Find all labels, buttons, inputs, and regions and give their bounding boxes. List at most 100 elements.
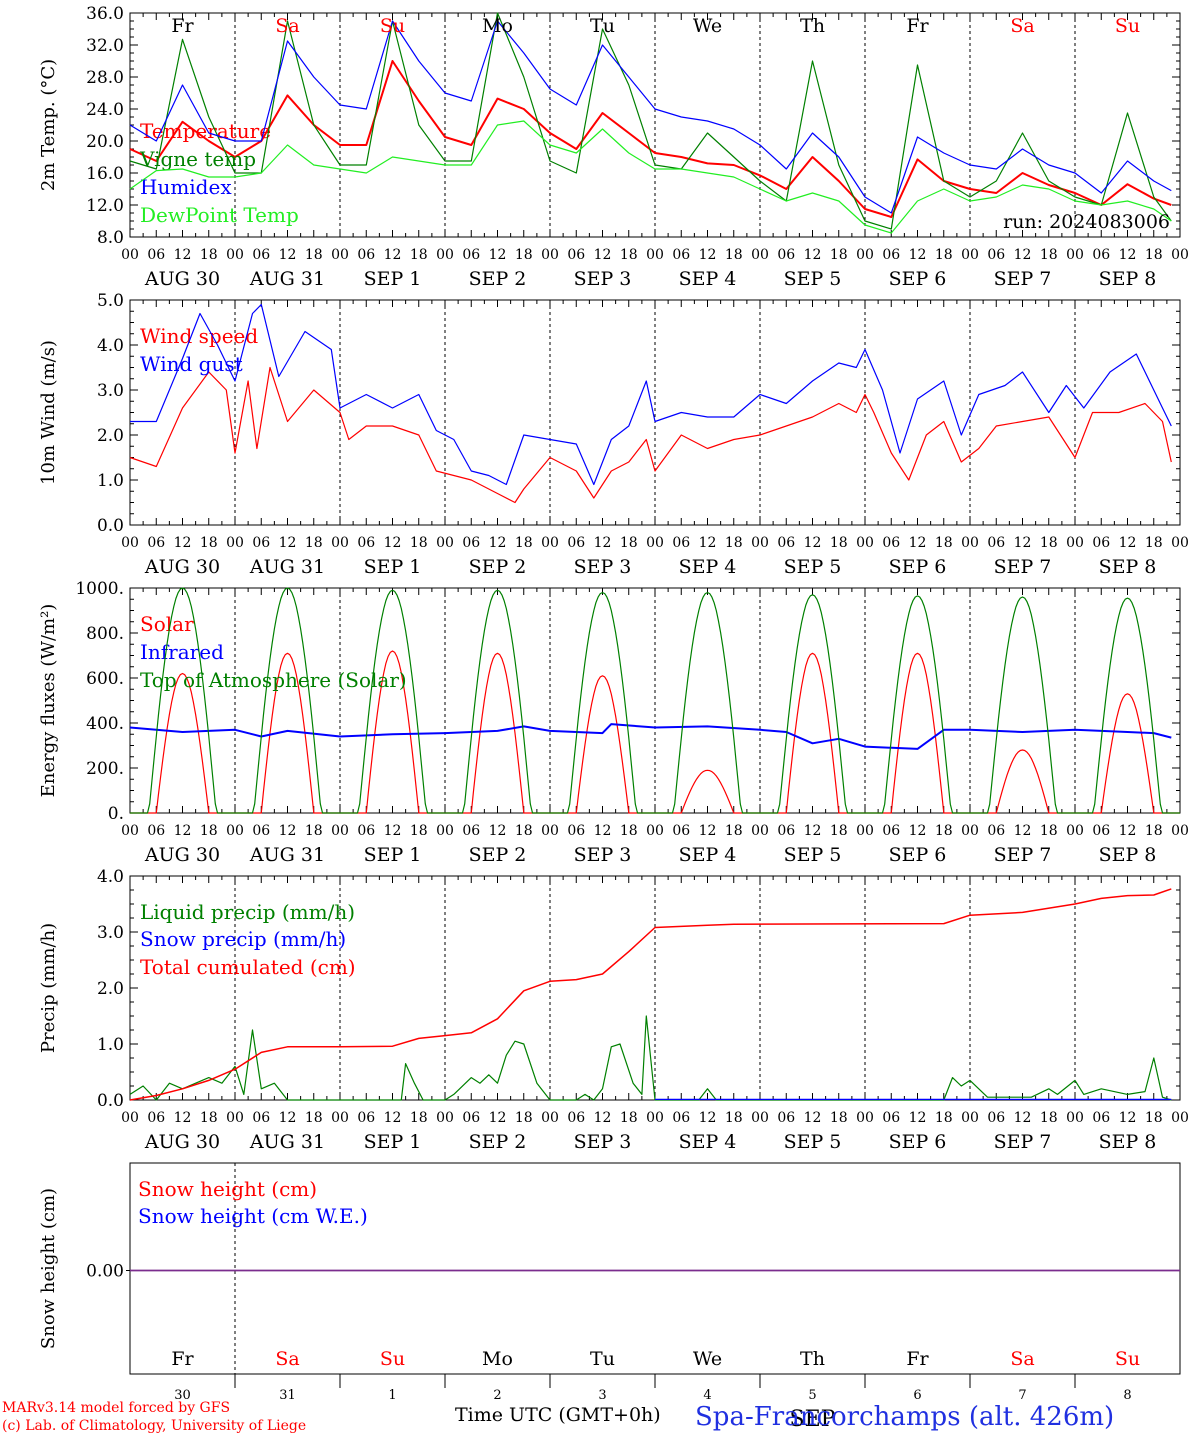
hour-tick-label: 18 xyxy=(515,1110,533,1126)
date-label: AUG 30 xyxy=(144,268,220,290)
hour-tick-label: 00 xyxy=(856,247,874,263)
hour-tick-label: 00 xyxy=(751,1110,769,1126)
hour-tick-label: 12 xyxy=(909,823,927,839)
y-tick-label: 1.0 xyxy=(97,471,124,491)
hour-tick-label: 06 xyxy=(357,823,375,839)
y-tick-label: 24.0 xyxy=(86,100,124,120)
day-name-label: Mo xyxy=(482,15,513,37)
hour-tick-label: 06 xyxy=(567,1110,585,1126)
hour-tick-label: 06 xyxy=(882,535,900,551)
hour-tick-label: 00 xyxy=(331,823,349,839)
hour-tick-label: 00 xyxy=(541,1110,559,1126)
series-line xyxy=(130,587,1180,814)
y-tick-label: 1.0 xyxy=(97,1035,124,1055)
run-label: run: 2024083006 xyxy=(1003,211,1170,233)
hour-tick-label: 06 xyxy=(357,1110,375,1126)
hour-tick-label: 06 xyxy=(1092,1110,1110,1126)
hour-tick-label: 06 xyxy=(777,1110,795,1126)
hour-tick-label: 00 xyxy=(751,247,769,263)
date-label: SEP 1 xyxy=(364,1131,422,1153)
day-number-label: 1 xyxy=(388,1388,396,1403)
hour-tick-label: 18 xyxy=(1040,1110,1058,1126)
hour-tick-label: 12 xyxy=(489,535,507,551)
legend-dewpoint-temp: DewPoint Temp xyxy=(140,203,299,227)
hour-tick-label: 00 xyxy=(226,1110,244,1126)
hour-tick-label: 12 xyxy=(804,1110,822,1126)
y-tick-label: 36.0 xyxy=(86,4,124,24)
hour-tick-label: 12 xyxy=(699,247,717,263)
hour-tick-label: 12 xyxy=(1014,823,1032,839)
hour-tick-label: 00 xyxy=(646,823,664,839)
day-name-label: Fr xyxy=(171,15,194,37)
hour-tick-label: 06 xyxy=(987,535,1005,551)
panel-precip: 0.0 1.0 2.0 3.0 4.0 Precip (mm/h) Liquid preci… xyxy=(38,867,1189,1153)
date-label: SEP 4 xyxy=(679,556,737,578)
day-number-label: 30 xyxy=(174,1388,191,1403)
hour-tick-label: 18 xyxy=(200,823,218,839)
hour-tick-label: 00 xyxy=(751,535,769,551)
legend-top-of-atmosphere-solar-: Top of Atmosphere (Solar) xyxy=(140,668,407,692)
hour-tick-label: 06 xyxy=(462,823,480,839)
hour-tick-label: 06 xyxy=(777,247,795,263)
hour-tick-label: 18 xyxy=(1040,247,1058,263)
legend-snow-height-cm-w-e-: Snow height (cm W.E.) xyxy=(138,1204,368,1228)
date-label: SEP 5 xyxy=(784,268,842,290)
hour-tick-label: 18 xyxy=(830,1110,848,1126)
day-number-label: 31 xyxy=(279,1388,296,1403)
date-label: AUG 31 xyxy=(249,1131,325,1153)
hour-tick-label: 18 xyxy=(725,247,743,263)
hour-tick-label: 12 xyxy=(594,535,612,551)
copyright-credit: (c) Lab. of Climatology, University of L… xyxy=(2,1418,307,1434)
plot-frame xyxy=(129,587,1181,814)
hour-tick-label: 12 xyxy=(174,1110,192,1126)
hour-tick-label: 06 xyxy=(672,823,690,839)
series-line xyxy=(129,1015,1172,1101)
date-label: SEP 7 xyxy=(994,844,1052,866)
legend-humidex: Humidex xyxy=(140,175,232,199)
hour-tick-label: 00 xyxy=(436,823,454,839)
model-credit: MARv3.14 model forced by GFS xyxy=(2,1400,231,1416)
hour-tick-label: 06 xyxy=(567,535,585,551)
y-tick-label: 16.0 xyxy=(86,164,124,184)
y-tick-label: 1000. xyxy=(75,579,124,599)
hour-tick-label: 18 xyxy=(1145,1110,1163,1126)
y-tick-label: 0.00 xyxy=(86,1262,124,1282)
hour-tick-label: 00 xyxy=(541,823,559,839)
hour-tick-label: 06 xyxy=(147,823,165,839)
hour-tick-label: 06 xyxy=(252,535,270,551)
hour-tick-label: 18 xyxy=(1145,823,1163,839)
hour-tick-label: 18 xyxy=(620,247,638,263)
site-title: Spa-Francorchamps (alt. 426m) xyxy=(695,1402,1115,1432)
legend-vigne-temp: Vigne temp xyxy=(139,147,256,171)
day-name-label: Mo xyxy=(482,1348,513,1370)
hour-tick-label: 00 xyxy=(1066,247,1084,263)
hour-tick-label: 12 xyxy=(174,823,192,839)
date-label: SEP 8 xyxy=(1099,844,1157,866)
date-label: SEP 8 xyxy=(1099,268,1157,290)
day-name-label: Su xyxy=(1115,15,1140,37)
hour-tick-label: 12 xyxy=(279,1110,297,1126)
hour-tick-label: 06 xyxy=(567,247,585,263)
date-label: AUG 31 xyxy=(249,556,325,578)
day-name-label: Th xyxy=(800,1348,825,1370)
hour-tick-label: 18 xyxy=(1040,535,1058,551)
hour-tick-label: 00 xyxy=(961,1110,979,1126)
panel-temp: 8.0 12.0 16.0 20.0 24.0 28.0 32.0 36.0 2m Temp. … xyxy=(38,4,1189,290)
hour-tick-label: 06 xyxy=(987,823,1005,839)
footer-credits: MARv3.14 model forced by GFS (c) Lab. of… xyxy=(2,1399,306,1435)
series-line xyxy=(129,888,1172,1101)
y-tick-label: 0. xyxy=(108,804,124,824)
hour-tick-label: 18 xyxy=(830,823,848,839)
legend-snow-precip-mm-h-: Snow precip (mm/h) xyxy=(140,927,346,951)
hour-tick-label: 12 xyxy=(1119,823,1137,839)
date-label: SEP 5 xyxy=(784,556,842,578)
hour-tick-label: 18 xyxy=(620,1110,638,1126)
hour-tick-label: 00 xyxy=(646,1110,664,1126)
hour-tick-label: 00 xyxy=(121,1110,139,1126)
date-label: AUG 30 xyxy=(144,844,220,866)
hour-tick-label: 06 xyxy=(147,535,165,551)
hour-tick-label: 00 xyxy=(1171,247,1189,263)
hour-tick-label: 06 xyxy=(252,247,270,263)
hour-tick-label: 06 xyxy=(1092,535,1110,551)
hour-tick-label: 18 xyxy=(1145,247,1163,263)
